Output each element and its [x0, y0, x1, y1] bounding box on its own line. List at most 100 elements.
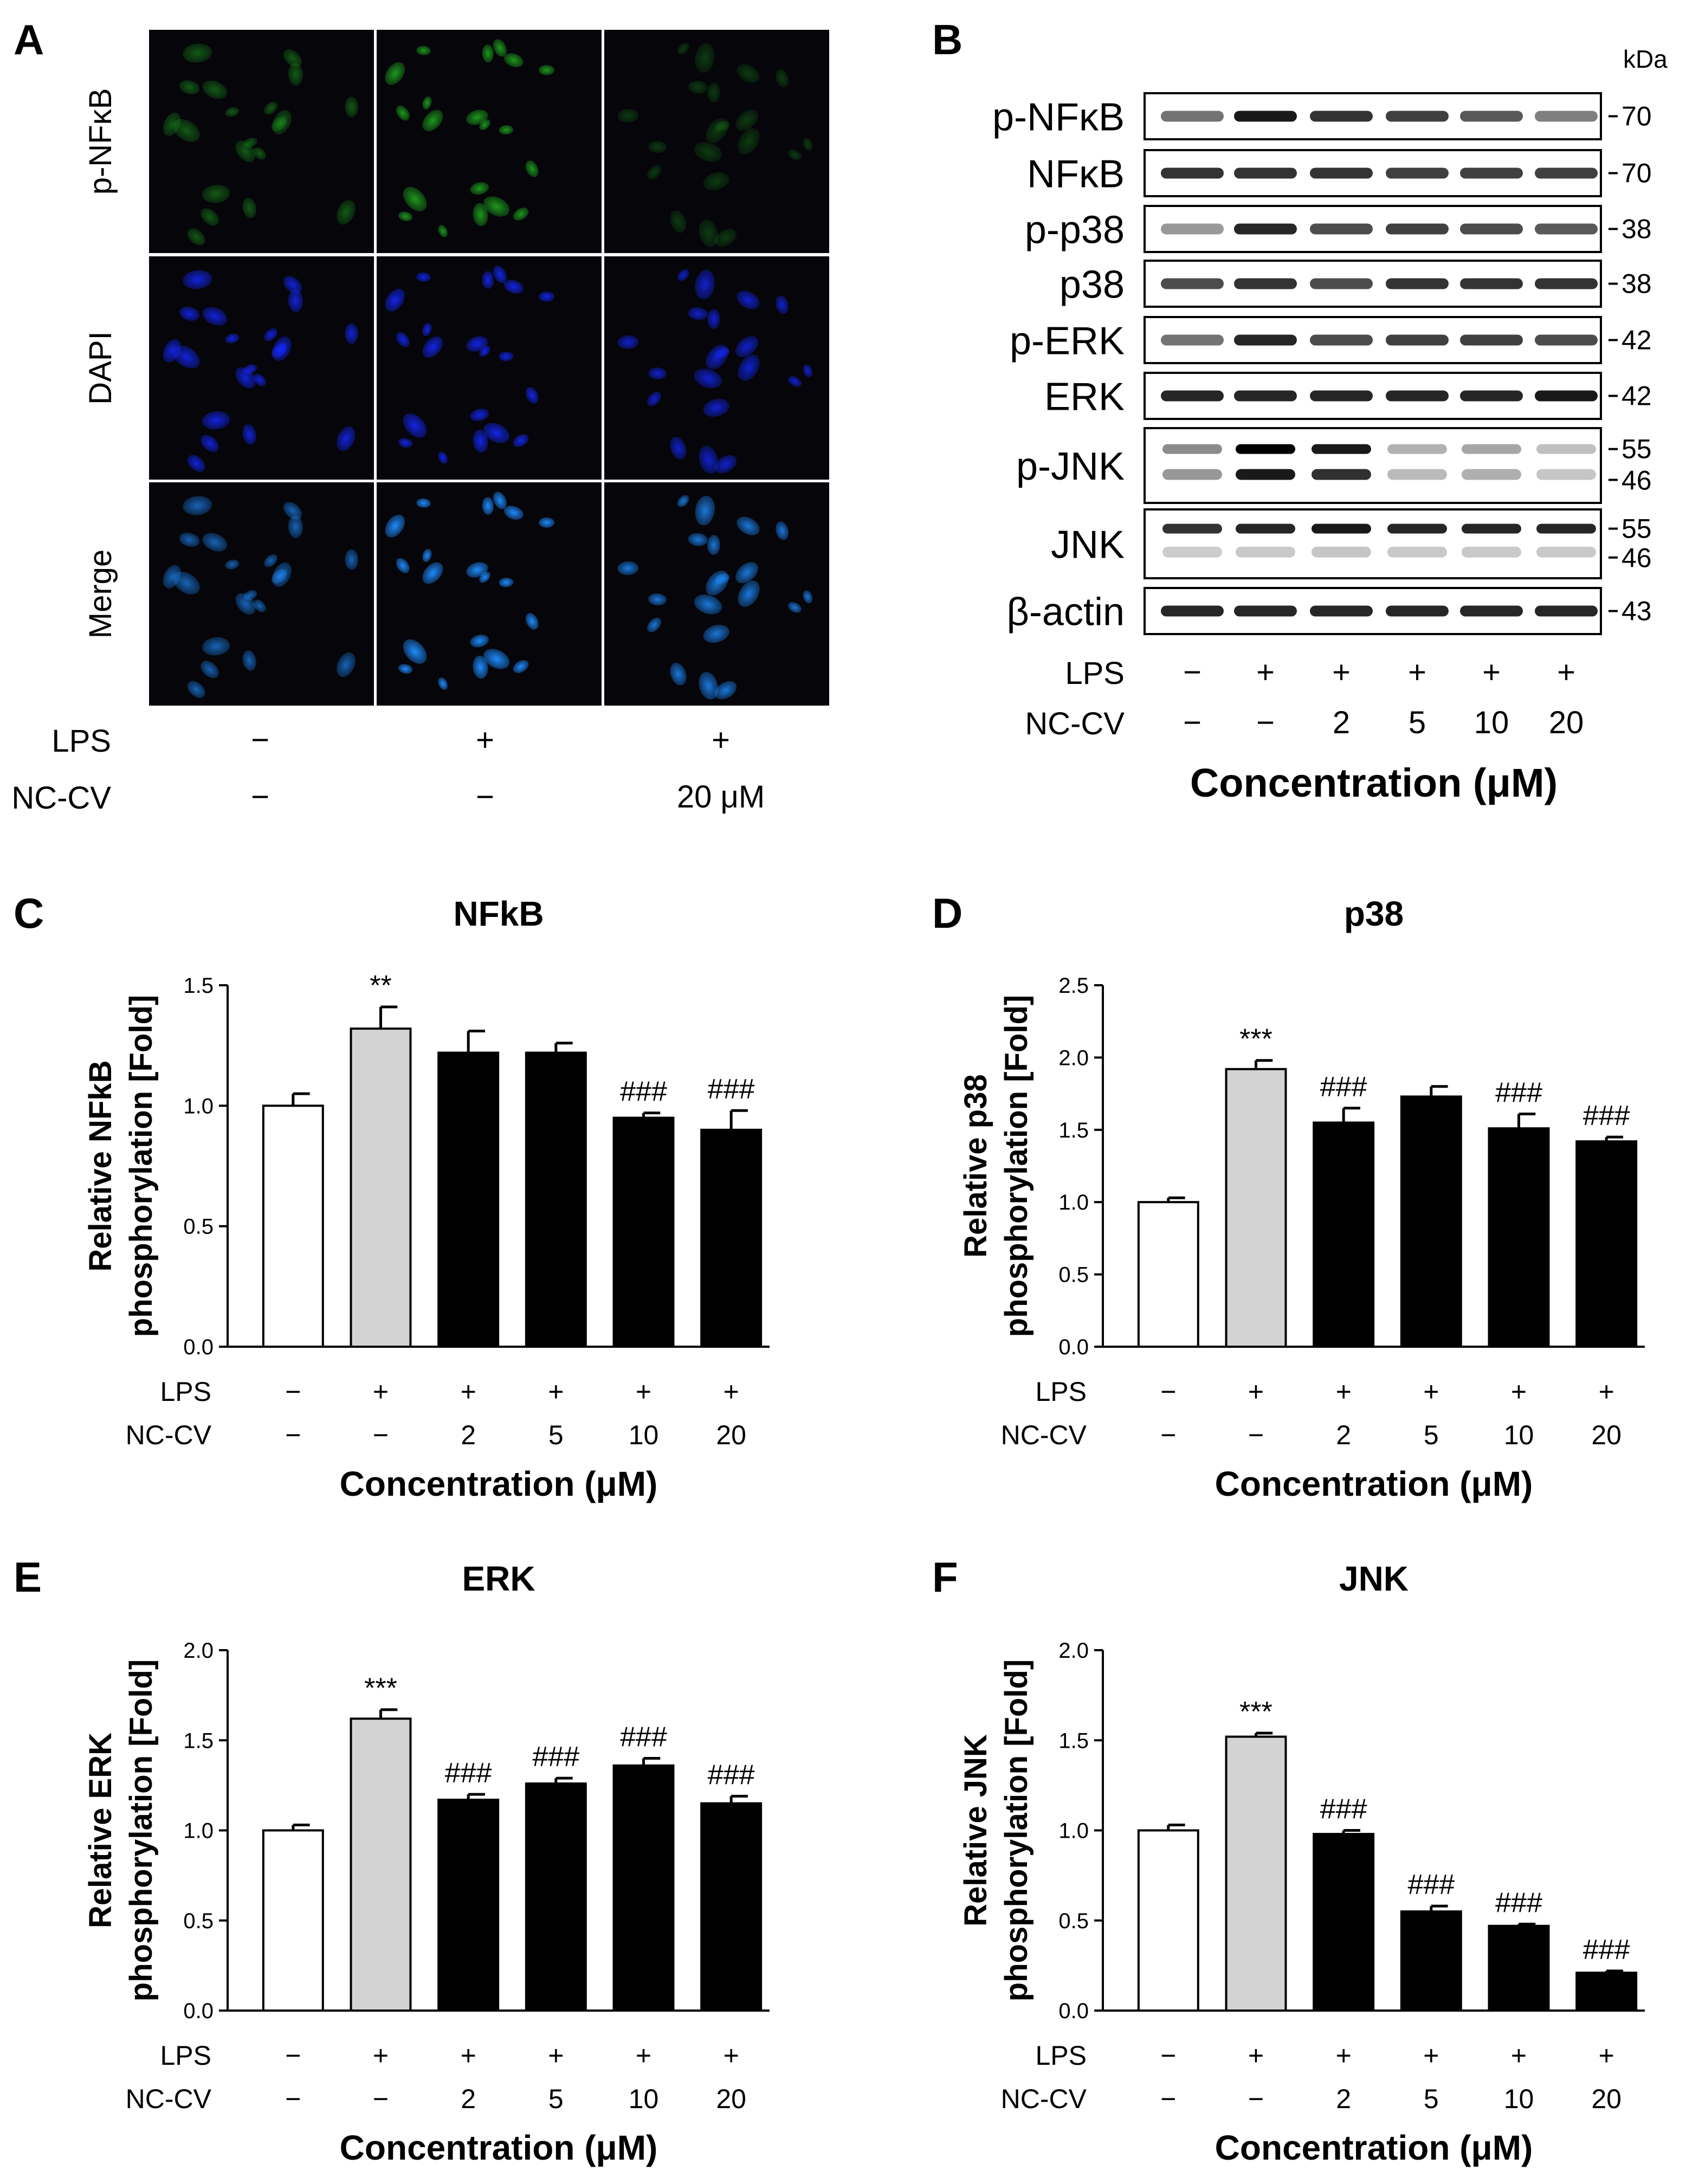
y-tick-label: 1.0 — [183, 1819, 214, 1843]
lps-label: LPS — [51, 723, 111, 759]
significance-label: ### — [1495, 1887, 1542, 1918]
nucleus — [416, 272, 431, 282]
nucleus — [482, 271, 494, 289]
nucleus — [179, 306, 200, 321]
panel-letter-c: C — [14, 889, 44, 937]
nucleus — [803, 364, 813, 378]
blot-band — [1536, 546, 1596, 558]
nccv-value: − — [1160, 1420, 1176, 1450]
blot-band — [1310, 334, 1373, 346]
panel-letter-f: F — [932, 1553, 958, 1601]
nucleus — [776, 521, 789, 540]
nucleus — [163, 339, 181, 363]
nucleus — [283, 275, 302, 294]
nucleus — [538, 517, 555, 528]
nucleus — [493, 492, 507, 509]
y-tick-label: 0.5 — [1058, 1263, 1089, 1287]
nucleus — [707, 535, 720, 555]
blot-frame — [1144, 427, 1602, 504]
nucleus — [647, 391, 662, 406]
blot-band — [1387, 444, 1447, 454]
nucleus — [670, 662, 687, 686]
blot-band — [1460, 223, 1523, 235]
bar — [1575, 1972, 1638, 2012]
nucleus — [396, 332, 410, 347]
nccv-value: 10 — [629, 2084, 659, 2114]
y-axis-label: phosphorylation [Fold] — [124, 995, 159, 1337]
nccv-value: − — [1160, 2084, 1176, 2114]
significance-label: ### — [1407, 1869, 1455, 1901]
nucleus — [272, 109, 292, 135]
blot-band — [1310, 390, 1373, 402]
nccv-value: − — [1248, 1420, 1264, 1450]
lps-value: + — [636, 1377, 651, 1407]
nccv-value: − — [1183, 705, 1201, 740]
chart-nfkb: NFkB 0.0 0.5 1.0 1.5 Relative NFkB phosphoryla… — [83, 894, 770, 1503]
nucleus — [788, 602, 802, 613]
lps-value: + — [1423, 1377, 1439, 1407]
lps-value: + — [723, 2040, 739, 2071]
nucleus — [699, 219, 719, 247]
bar — [350, 1028, 412, 1348]
nccv-value: 2 — [461, 1420, 476, 1450]
chart-title: JNK — [1339, 1559, 1409, 1598]
blot-label: ERK — [1044, 376, 1125, 419]
nucleus — [345, 323, 359, 344]
nucleus — [735, 109, 759, 131]
y-tick-label: 0.5 — [1058, 1909, 1089, 1933]
nucleus — [738, 128, 760, 154]
bar — [1225, 1735, 1287, 2012]
lps-value: + — [548, 1377, 564, 1407]
y-tick-label: 1.5 — [183, 1729, 214, 1753]
nucleus — [803, 590, 813, 604]
blot-kda: 55 — [1622, 514, 1652, 544]
nucleus — [385, 62, 405, 85]
nucleus — [225, 107, 240, 117]
nucleus — [776, 69, 789, 88]
nccv-value: − — [285, 1420, 301, 1450]
nucleus — [482, 497, 494, 515]
blot-band — [1310, 167, 1373, 179]
nccv-value: 20 μM — [677, 779, 765, 815]
nccv-value: 5 — [1409, 705, 1426, 740]
nucleus — [235, 367, 256, 389]
lps-value: + — [712, 722, 730, 758]
nucleus — [714, 228, 737, 247]
x-axis-label: Concentration (μM) — [1215, 1464, 1533, 1503]
nucleus — [735, 562, 759, 584]
nucleus — [695, 43, 715, 73]
nucleus — [648, 367, 667, 380]
x-axis-label: Concentration (μM) — [340, 2128, 658, 2167]
lps-value: + — [373, 1377, 389, 1407]
lps-value: + — [723, 1377, 739, 1407]
nucleus — [483, 196, 510, 217]
blot-band — [1234, 111, 1297, 122]
blot-band — [1234, 167, 1297, 179]
blot-kda: 42 — [1622, 381, 1652, 411]
nccv-value: 10 — [1504, 1420, 1534, 1450]
lps-value: + — [1408, 655, 1426, 690]
nucleus — [513, 434, 529, 447]
nucleus — [202, 80, 228, 99]
nccv-value: 20 — [716, 1420, 746, 1450]
micro-row-label: DAPI — [83, 331, 118, 404]
y-tick-label: 0.0 — [1058, 1335, 1089, 1359]
y-tick-label: 0.5 — [183, 1215, 214, 1239]
lps-value: + — [1511, 2040, 1527, 2071]
nucleus — [283, 49, 302, 67]
blot-label: p-JNK — [1016, 445, 1125, 488]
nucleus — [396, 558, 410, 573]
nucleus — [788, 149, 802, 160]
nucleus — [647, 165, 662, 180]
nccv-value: 2 — [461, 2084, 476, 2114]
blot-label: NFκB — [1027, 153, 1125, 196]
blot-band — [1460, 605, 1523, 617]
lps-value: + — [476, 722, 494, 758]
nucleus — [688, 307, 708, 320]
blot-kda: 42 — [1622, 325, 1652, 356]
bar — [1313, 1833, 1375, 2012]
y-axis-label: Relative JNK — [958, 1734, 993, 1927]
nucleus — [288, 63, 303, 86]
lps-value: + — [1256, 655, 1275, 690]
